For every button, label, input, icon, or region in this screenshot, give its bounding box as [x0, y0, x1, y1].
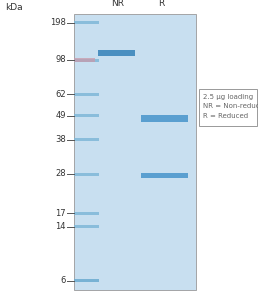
Text: 98: 98	[55, 56, 66, 64]
Text: 2.5 μg loading
NR = Non-reduced
R = Reduced: 2.5 μg loading NR = Non-reduced R = Redu…	[203, 94, 258, 118]
Text: 6: 6	[60, 276, 66, 285]
Bar	[74, 172, 99, 176]
Bar	[74, 138, 99, 141]
Bar	[74, 93, 99, 96]
Text: 38: 38	[55, 135, 66, 144]
Text: 28: 28	[55, 169, 66, 178]
Bar	[74, 279, 99, 282]
Text: kDa: kDa	[5, 3, 23, 12]
Bar	[98, 50, 135, 56]
Bar	[74, 212, 99, 214]
Text: R: R	[158, 0, 164, 8]
Bar	[141, 115, 188, 122]
Text: 14: 14	[55, 222, 66, 231]
Bar	[74, 58, 99, 61]
Text: 17: 17	[55, 208, 66, 217]
Text: NR: NR	[111, 0, 124, 8]
Bar	[74, 14, 196, 290]
Text: 62: 62	[55, 90, 66, 99]
FancyBboxPatch shape	[199, 88, 257, 126]
Text: 198: 198	[50, 18, 66, 27]
Text: 49: 49	[55, 111, 66, 120]
Bar	[74, 225, 99, 228]
Bar	[141, 173, 188, 178]
Bar	[74, 58, 95, 62]
Bar	[74, 21, 99, 24]
Bar	[74, 114, 99, 117]
